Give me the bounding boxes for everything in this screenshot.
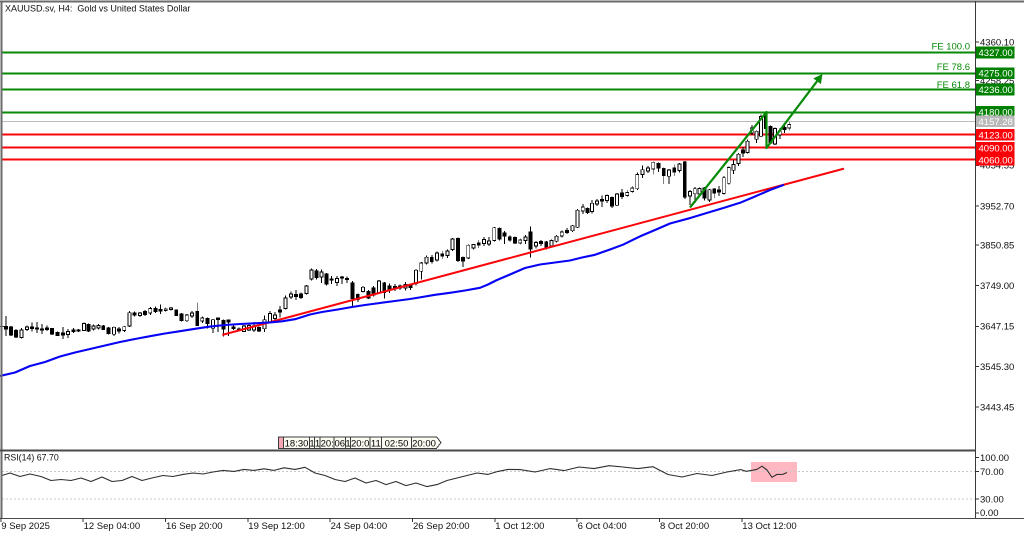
svg-text:20:0: 20:0 — [351, 438, 370, 449]
svg-text:02:50: 02:50 — [385, 438, 409, 449]
svg-text:3647.15: 3647.15 — [980, 322, 1014, 333]
svg-text:70.00: 70.00 — [980, 467, 1004, 478]
svg-text:1: 1 — [315, 438, 320, 449]
svg-text:4258.25: 4258.25 — [980, 76, 1014, 87]
svg-text:XAUUSD.sv, H4: Gold vs United: XAUUSD.sv, H4: Gold vs United States Dol… — [5, 4, 190, 14]
svg-text:6 Oct 04:00: 6 Oct 04:00 — [578, 521, 627, 532]
svg-text:3443.45: 3443.45 — [980, 403, 1014, 414]
svg-text:4054.55: 4054.55 — [980, 161, 1014, 172]
svg-text:4360.10: 4360.10 — [980, 37, 1014, 48]
svg-text:26 Sep 20:00: 26 Sep 20:00 — [413, 521, 470, 532]
svg-text:13 Oct 12:00: 13 Oct 12:00 — [742, 521, 796, 532]
svg-text:24 Sep 04:00: 24 Sep 04:00 — [331, 521, 388, 532]
svg-text:20:00: 20:00 — [412, 438, 436, 449]
svg-text:4157.28: 4157.28 — [979, 117, 1013, 128]
svg-text:1: 1 — [309, 438, 314, 449]
svg-text:4090.00: 4090.00 — [979, 144, 1013, 155]
svg-text:8 Oct 20:00: 8 Oct 20:00 — [660, 521, 709, 532]
svg-text:0.00: 0.00 — [980, 508, 999, 519]
svg-text:FE 78.6: FE 78.6 — [937, 62, 970, 73]
svg-text:4180.00: 4180.00 — [979, 108, 1013, 119]
svg-text:18:30: 18:30 — [285, 438, 309, 449]
svg-text:30.00: 30.00 — [980, 494, 1004, 505]
svg-text:4236.00: 4236.00 — [979, 85, 1013, 96]
svg-text:3952.70: 3952.70 — [980, 201, 1014, 212]
svg-text:4275.00: 4275.00 — [979, 69, 1013, 80]
svg-text:1 Oct 12:00: 1 Oct 12:00 — [495, 521, 544, 532]
svg-text:RSI(14) 67.70: RSI(14) 67.70 — [4, 453, 59, 463]
svg-text:FE 100.0: FE 100.0 — [931, 41, 970, 52]
svg-text:4123.00: 4123.00 — [979, 130, 1013, 141]
svg-text:1: 1 — [345, 438, 350, 449]
svg-text:3749.00: 3749.00 — [980, 281, 1014, 292]
svg-text:FE 61.8: FE 61.8 — [937, 80, 970, 91]
svg-text:3850.85: 3850.85 — [980, 240, 1014, 251]
svg-text:4327.00: 4327.00 — [979, 48, 1013, 59]
svg-text:12 Sep 04:00: 12 Sep 04:00 — [84, 521, 141, 532]
svg-text:9 Sep 2025: 9 Sep 2025 — [1, 521, 50, 532]
svg-text:19 Sep 12:00: 19 Sep 12:00 — [248, 521, 305, 532]
svg-text:100.00: 100.00 — [980, 453, 1009, 464]
svg-text:16 Sep 20:00: 16 Sep 20:00 — [166, 521, 223, 532]
svg-text:06: 06 — [335, 438, 346, 449]
svg-text:3545.30: 3545.30 — [980, 362, 1014, 373]
svg-text:4060.00: 4060.00 — [979, 155, 1013, 166]
svg-text:20:: 20: — [321, 438, 334, 449]
svg-text:11: 11 — [371, 438, 381, 449]
